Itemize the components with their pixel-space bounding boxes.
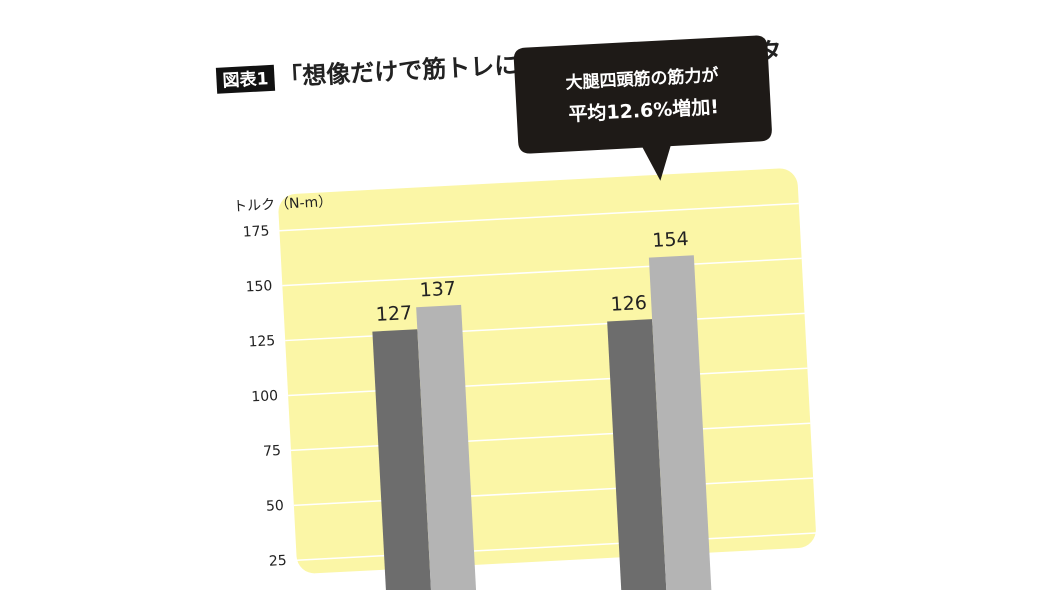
bar	[648, 255, 712, 590]
y-tick-label: 125	[248, 333, 276, 350]
label-box	[215, 64, 276, 94]
y-tick-label: 150	[245, 278, 273, 295]
grid-line	[293, 477, 814, 507]
grid-line	[290, 422, 811, 452]
y-tick-label: 25	[269, 553, 288, 570]
y-tick-label: 175	[242, 223, 270, 240]
y-axis-label: トルク（N-m）	[233, 194, 333, 215]
grid-line	[279, 202, 799, 232]
callout	[513, 35, 772, 181]
value-label: 154	[652, 228, 689, 252]
grid-line	[288, 367, 808, 397]
value-label: 137	[419, 278, 456, 302]
bar	[372, 329, 432, 590]
y-tick-label: 75	[263, 443, 282, 460]
bar	[416, 304, 477, 590]
bar	[607, 319, 667, 590]
y-tick-label: 50	[266, 498, 285, 515]
y-tick-label: 100	[251, 388, 279, 405]
value-label: 127	[375, 302, 412, 326]
grid-line	[285, 312, 805, 342]
chart-body: 図表1 「想像だけで筋トレになる」という研究データ トルク（N-m） 大腿四頭筋…	[215, 35, 817, 590]
value-label: 126	[610, 292, 647, 316]
grid-line	[296, 532, 817, 562]
figure-label: 図表1	[222, 68, 269, 91]
grid-line	[282, 257, 802, 287]
plot-background	[278, 168, 816, 574]
